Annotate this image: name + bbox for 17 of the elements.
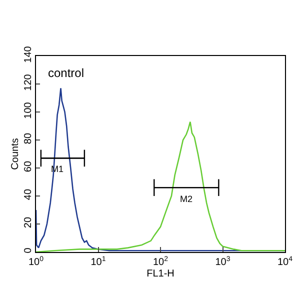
x-tick-label: 10$^{3}$	[215, 256, 230, 268]
y-tick-label: 140	[23, 46, 34, 63]
x-axis-title: FL1-H	[146, 268, 174, 280]
annotation: control	[48, 66, 84, 80]
y-tick-label: 60	[23, 160, 34, 172]
y-axis-title: Counts	[10, 138, 21, 170]
annotation: M2	[180, 194, 193, 204]
y-tick-label: 80	[23, 132, 34, 144]
y-tick-label: 120	[23, 74, 34, 91]
x-tick-label: 10$^{1}$	[90, 256, 106, 268]
y-tick-label: 0	[23, 247, 34, 254]
y-tick-label: 40	[23, 188, 34, 200]
y-tick-label: 20	[23, 216, 34, 228]
x-tick-label: 10$^{0}$	[28, 256, 44, 268]
x-tick-label: 10$^{4}$	[277, 256, 293, 268]
y-tick-label: 100	[23, 102, 34, 119]
x-tick-label: 10$^{2}$	[152, 256, 168, 268]
